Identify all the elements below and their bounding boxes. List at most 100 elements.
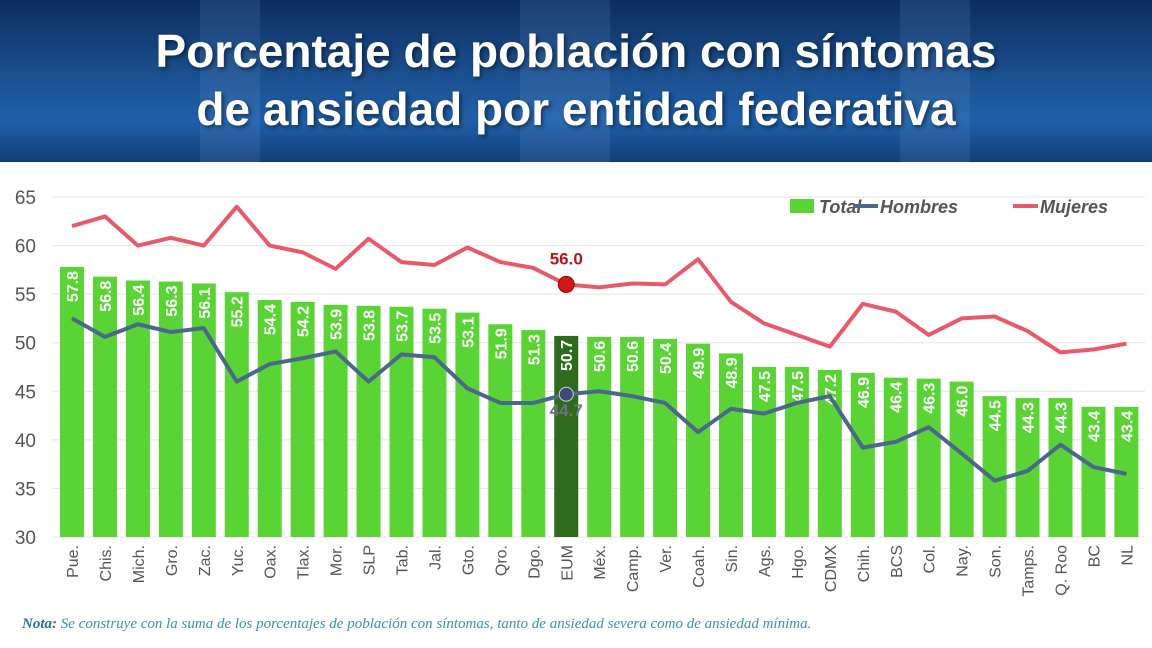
bar-BC bbox=[1081, 406, 1106, 537]
bar-Ags. bbox=[751, 367, 776, 537]
mujeres-eum-label: 56.0 bbox=[550, 249, 583, 268]
y-tick-label: 60 bbox=[15, 237, 36, 258]
x-tick-label: Chis. bbox=[98, 545, 115, 581]
bar-value-label: 48.9 bbox=[724, 357, 741, 388]
x-tick-label: Nay. bbox=[955, 545, 972, 577]
bar-value-label: 53.1 bbox=[460, 316, 477, 347]
bar-Oax. bbox=[257, 299, 282, 537]
bar-value-label: 43.4 bbox=[1086, 411, 1103, 442]
y-tick-label: 30 bbox=[15, 528, 36, 549]
mujeres-line bbox=[71, 204, 1127, 355]
bar-BCS bbox=[883, 377, 908, 537]
x-tick-label: Gro. bbox=[164, 545, 181, 576]
bar-Tlax. bbox=[290, 301, 315, 537]
bar-value-label: 50.6 bbox=[625, 341, 642, 372]
bar-value-label: 50.7 bbox=[559, 340, 576, 371]
mujeres-eum-marker bbox=[557, 275, 575, 293]
x-tick-label: Mich. bbox=[131, 545, 148, 583]
bar-value-label: 50.4 bbox=[658, 343, 675, 374]
x-tick-label: Camp. bbox=[625, 545, 642, 592]
bar-value-label: 47.5 bbox=[757, 371, 774, 402]
bar-value-label: 56.8 bbox=[98, 281, 115, 312]
x-tick-label: Q. Roo bbox=[1054, 545, 1071, 596]
bar-Jal. bbox=[422, 308, 447, 537]
x-tick-label: Méx. bbox=[592, 545, 609, 580]
x-tick-label: Qro. bbox=[493, 545, 510, 576]
y-tick-label: 50 bbox=[15, 334, 36, 355]
bar-Mor. bbox=[323, 304, 348, 537]
x-tick-label: Mor. bbox=[329, 545, 346, 576]
bar-Yuc. bbox=[224, 292, 249, 537]
bar-value-label: 51.9 bbox=[493, 328, 510, 359]
bar-Méx. bbox=[587, 336, 612, 537]
bar-Chis. bbox=[92, 276, 117, 537]
bar-value-label: 49.9 bbox=[691, 348, 708, 379]
bar-value-label: 46.4 bbox=[889, 382, 906, 413]
x-tick-label: Ver. bbox=[658, 545, 675, 573]
bar-Zac. bbox=[191, 283, 216, 537]
bar-Q. Roo bbox=[1048, 398, 1073, 537]
y-tick-label: 40 bbox=[15, 431, 36, 452]
x-tick-label: Yuc. bbox=[230, 545, 247, 576]
bar-value-label: 54.2 bbox=[296, 306, 313, 337]
legend-total-swatch bbox=[790, 199, 814, 213]
page-title: Porcentaje de población con síntomas de … bbox=[0, 22, 1152, 138]
bar-value-label: 44.3 bbox=[1054, 402, 1071, 433]
y-tick-label: 55 bbox=[15, 285, 36, 306]
footnote: Nota: Se construye con la suma de los po… bbox=[22, 616, 811, 633]
bar-Dgo. bbox=[521, 330, 546, 537]
note-label: Nota: bbox=[22, 616, 57, 632]
bar-Ver. bbox=[653, 338, 678, 537]
x-tick-label: Pue. bbox=[65, 545, 82, 578]
bar-value-label: 51.3 bbox=[526, 334, 543, 365]
x-tick-label: Hgo. bbox=[790, 545, 807, 579]
x-tick-label: Chih. bbox=[856, 545, 873, 582]
bar-Son. bbox=[982, 396, 1007, 537]
bar-value-label: 54.4 bbox=[263, 304, 280, 335]
x-tick-label: BCS bbox=[889, 545, 906, 578]
bar-value-label: 46.3 bbox=[922, 383, 939, 414]
y-tick-label: 35 bbox=[15, 479, 36, 500]
hombres-line bbox=[71, 316, 1127, 483]
bar-SLP bbox=[356, 305, 381, 537]
bar-value-label: 53.9 bbox=[329, 309, 346, 340]
bar-Tab. bbox=[389, 306, 414, 537]
bar-value-label: 46.9 bbox=[856, 377, 873, 408]
x-tick-label: Tlax. bbox=[296, 545, 313, 580]
bar-Mich. bbox=[125, 280, 150, 537]
y-tick-label: 45 bbox=[15, 382, 36, 403]
legend-mujeres-label: Mujeres bbox=[1040, 197, 1108, 217]
bar-Sin. bbox=[719, 353, 743, 537]
bar-value-label: 47.5 bbox=[790, 371, 807, 402]
header-banner: Porcentaje de población con síntomas de … bbox=[0, 0, 1152, 162]
bar-EUM bbox=[554, 335, 579, 537]
bar-Tamps. bbox=[1015, 398, 1040, 537]
y-tick-label: 65 bbox=[15, 188, 36, 209]
x-tick-label: SLP bbox=[362, 545, 379, 575]
bar-value-label: 55.2 bbox=[230, 296, 247, 327]
legend-hombres-label: Hombres bbox=[880, 197, 958, 217]
x-tick-label: Jal. bbox=[427, 545, 444, 570]
bar-value-label: 57.8 bbox=[65, 271, 82, 302]
bar-Gro. bbox=[158, 281, 183, 537]
x-tick-label: EUM bbox=[559, 545, 576, 581]
hombres-eum-label: 44.7 bbox=[550, 401, 583, 420]
bar-Col. bbox=[916, 378, 941, 537]
legend-total-label: Total bbox=[819, 197, 862, 217]
bar-Camp. bbox=[620, 336, 645, 537]
bar-Coah. bbox=[686, 343, 711, 537]
title-line-2: de ansiedad por entidad federativa bbox=[196, 83, 956, 135]
hombres-eum-marker bbox=[558, 386, 574, 402]
x-tick-label: Tab. bbox=[395, 545, 412, 575]
bar-value-label: 43.4 bbox=[1119, 411, 1136, 442]
bar-Hgo. bbox=[784, 367, 809, 537]
x-tick-label: Sin. bbox=[724, 545, 741, 573]
x-tick-label: CDMX bbox=[823, 545, 840, 592]
x-tick-label: Oax. bbox=[263, 545, 280, 579]
bar-Gto. bbox=[455, 312, 480, 537]
bar-value-label: 56.3 bbox=[164, 285, 181, 316]
bar-value-label: 50.6 bbox=[592, 341, 609, 372]
bar-value-label: 44.5 bbox=[988, 400, 1005, 431]
bar-Pue. bbox=[60, 266, 84, 537]
x-tick-label: Ags. bbox=[757, 545, 774, 577]
